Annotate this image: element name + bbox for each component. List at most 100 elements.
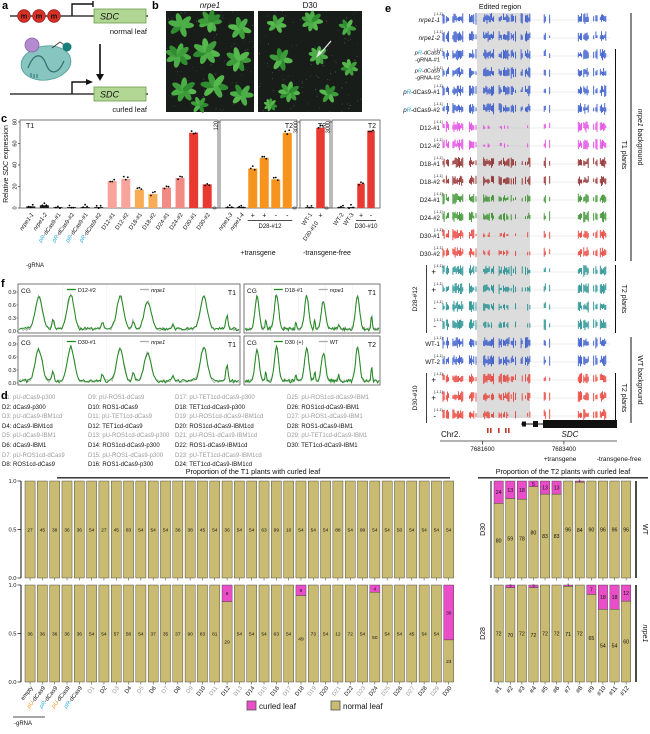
svg-text:D30: D30 — [480, 523, 487, 536]
svg-text:6: 6 — [300, 588, 303, 594]
svg-text:D9: D9 — [186, 686, 195, 696]
svg-text:30: 30 — [446, 610, 452, 616]
construct-item: D1: pU-dCas9-p300 — [2, 395, 56, 401]
svg-text:36: 36 — [64, 527, 70, 533]
methylation-mark-icon — [17, 9, 31, 23]
svg-text:-transgene-free: -transgene-free — [303, 250, 351, 257]
svg-text:WT-1: WT-1 — [425, 341, 440, 348]
svg-text:72: 72 — [496, 632, 502, 638]
construct-item: D27: pU-ROS1-dCas9-IBM1 — [287, 414, 363, 421]
svg-text:38: 38 — [52, 527, 58, 533]
svg-text:54: 54 — [323, 527, 329, 533]
panel-label-e: e — [385, 3, 392, 15]
methylation-track — [442, 229, 607, 236]
construct-item: D20: ROS1cd-dCas9-IBM1cd — [175, 423, 254, 430]
svg-text:+: + — [262, 213, 266, 220]
construct-item: D19: pU-ROS1cd-dCas9-IBM1cd — [175, 414, 264, 421]
methylation-track — [442, 139, 607, 146]
svg-text:#11: #11 — [608, 684, 620, 697]
panel-label-a: a — [2, 0, 9, 12]
panel-e-genome-tracks: Edited region [-1,1] nrpe1-1 [-1,1] nrpe1-2[… — [383, 0, 650, 465]
svg-text:54: 54 — [261, 631, 267, 637]
svg-text:[-1,1]: [-1,1] — [434, 264, 442, 268]
svg-text:54: 54 — [212, 527, 218, 533]
svg-text:D20: D20 — [319, 686, 330, 698]
svg-text:D5: D5 — [136, 686, 145, 696]
svg-text:90: 90 — [588, 528, 594, 534]
construct-item: D16: ROS1-dCas9-p300 — [88, 462, 154, 469]
svg-text:57: 57 — [114, 631, 120, 637]
svg-text:54: 54 — [138, 631, 144, 637]
svg-text:2: 2 — [532, 584, 535, 590]
svg-text:[-1,1]: [-1,1] — [434, 372, 442, 376]
svg-text:m: m — [51, 12, 58, 21]
svg-text:72: 72 — [554, 632, 560, 638]
svg-text:54: 54 — [409, 527, 415, 533]
svg-text:0.6: 0.6 — [8, 355, 16, 361]
svg-text:23: 23 — [446, 659, 452, 665]
svg-text:38: 38 — [187, 527, 193, 533]
methylation-track — [442, 31, 607, 38]
svg-text:6: 6 — [226, 591, 229, 597]
svg-text:45: 45 — [40, 527, 46, 533]
panel-f-cg-methylation: 0.9 0.6 0.3 0.0 CG D12-#2 nrpe1 T1 CG D18-#1 nrpe1… — [0, 280, 382, 392]
svg-text:[-1,1]: [-1,1] — [434, 318, 442, 322]
svg-text:normal leaf: normal leaf — [110, 27, 148, 36]
construct-item: D14: ROS1cd-dCas9-p300 — [88, 442, 160, 449]
methylation-mark-icon — [47, 9, 61, 23]
svg-text:37: 37 — [151, 631, 157, 637]
svg-text:54: 54 — [249, 527, 255, 533]
svg-text:27: 27 — [101, 527, 107, 533]
panel-b-plant-photos: nrpe1 D30 — [150, 0, 365, 115]
svg-text:WT: WT — [330, 340, 339, 346]
svg-text:nrpe1: nrpe1 — [330, 288, 344, 294]
svg-text:54: 54 — [249, 631, 255, 637]
construct-column: D17: pU-TET1cd-dCas9-p300 D18: TET1cd-dCa… — [175, 394, 263, 471]
svg-text:80: 80 — [531, 530, 537, 536]
svg-text:SDC: SDC — [100, 90, 120, 100]
svg-text:0.0: 0.0 — [8, 576, 16, 582]
methylation-track — [442, 319, 607, 326]
svg-text:T1: T1 — [26, 123, 34, 130]
active-promoter-icon — [71, 81, 86, 94]
svg-text:[-1,1]: [-1,1] — [434, 192, 442, 196]
svg-text:96: 96 — [612, 528, 618, 534]
svg-text:D22: D22 — [344, 686, 355, 698]
svg-text:96: 96 — [565, 528, 571, 534]
panel-label-b: b — [152, 0, 159, 12]
svg-text:72: 72 — [531, 633, 537, 639]
svg-text:nrpe1: nrpe1 — [151, 340, 165, 346]
svg-text:pR-dCas9-#2: pR-dCas9-#2 — [402, 107, 440, 114]
svg-text:D8: D8 — [173, 686, 182, 696]
svg-text:D30 (+): D30 (+) — [285, 340, 304, 346]
svg-text:nrpe1: nrpe1 — [151, 288, 165, 294]
svg-text:13: 13 — [542, 486, 548, 492]
svg-text:72: 72 — [519, 632, 525, 638]
svg-text:#1: #1 — [494, 684, 504, 694]
svg-text:27: 27 — [27, 527, 33, 533]
svg-text:36: 36 — [224, 527, 230, 533]
svg-text:#9: #9 — [586, 684, 596, 694]
svg-text:-gRNA: -gRNA — [26, 263, 44, 269]
svg-text:D26: D26 — [393, 686, 404, 698]
svg-text:12: 12 — [623, 591, 629, 597]
svg-text:#2: #2 — [505, 684, 515, 694]
svg-text:36: 36 — [77, 631, 83, 637]
svg-text:[-1,1]: [-1,1] — [434, 300, 442, 304]
svg-text:54: 54 — [323, 631, 329, 637]
construct-column: D9: pU-ROS1-dCas9 D10: ROS1-dCas9 D11: pU-… — [88, 394, 169, 471]
svg-text:120: 120 — [214, 121, 220, 130]
svg-text:7681600: 7681600 — [470, 446, 495, 453]
svg-text:72: 72 — [577, 632, 583, 638]
svg-text:36: 36 — [77, 527, 83, 533]
svg-text:54: 54 — [434, 631, 440, 637]
svg-text:D3: D3 — [112, 686, 121, 696]
svg-text:54: 54 — [101, 631, 107, 637]
svg-text:pR-dCas9: pR-dCas9 — [414, 51, 440, 57]
svg-text:[-1,1]: [-1,1] — [434, 156, 442, 160]
construct-column: D1: pU-dCas9-p300 D2: dCas9-p300 D3: pU-dC… — [2, 394, 65, 471]
panel-c-sdc-expression: Relative SDC expression 0 20 40 60 80 T1 nrpe1-… — [0, 115, 382, 280]
svg-text:nrpe1: nrpe1 — [200, 1, 220, 10]
svg-text:D27: D27 — [405, 686, 416, 698]
